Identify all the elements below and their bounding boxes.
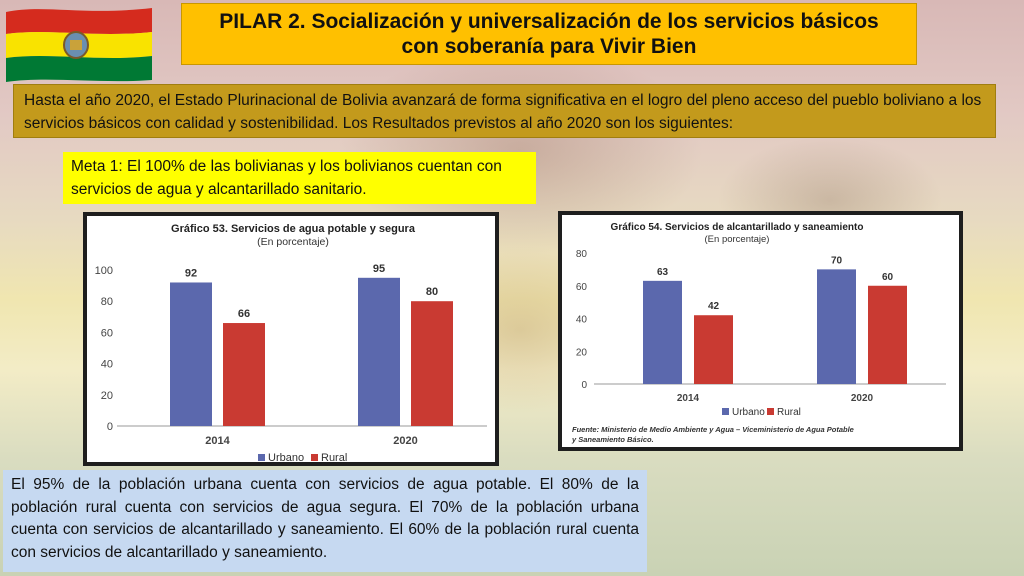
bar-urbano-2020 [817, 269, 856, 384]
x-tick-label: 2020 [851, 393, 874, 404]
x-tick-label: 2020 [393, 435, 417, 447]
legend-swatch-urbano [258, 454, 265, 461]
bar-rural-2020 [411, 301, 453, 426]
y-tick-label: 20 [101, 390, 113, 402]
legend-swatch-urbano [722, 408, 729, 415]
y-tick-label: 80 [576, 249, 588, 260]
chart-subtitle: (En porcentaje) [257, 236, 329, 248]
bar-urbano-2014 [643, 280, 682, 384]
data-label: 60 [882, 272, 894, 283]
page-title: PILAR 2. Socialización y universalizació… [219, 10, 879, 58]
y-tick-label: 80 [101, 296, 113, 308]
intro-text: Hasta el año 2020, el Estado Plurinacion… [13, 84, 996, 138]
y-tick-label: 20 [576, 347, 588, 358]
legend-label: Rural [777, 407, 801, 418]
data-label: 80 [426, 286, 438, 298]
data-label: 70 [831, 255, 843, 266]
y-tick-label: 0 [107, 421, 113, 433]
data-label: 42 [708, 301, 720, 312]
bar-rural-2014 [223, 323, 265, 426]
chart-agua: Gráfico 53. Servicios de agua potable y … [95, 223, 487, 462]
y-tick-label: 60 [576, 282, 588, 293]
data-label: 92 [185, 267, 197, 279]
chart-frame-agua: Gráfico 53. Servicios de agua potable y … [83, 212, 499, 466]
legend-label: Rural [321, 452, 347, 462]
data-label: 63 [657, 267, 669, 278]
chart-source-line-1: Fuente: Ministerio de Medio Ambiente y A… [572, 425, 854, 434]
legend-swatch-rural [311, 454, 318, 461]
chart-alcantarillado: Gráfico 54. Servicios de alcantarillado … [571, 222, 946, 444]
bar-urbano-2020 [358, 277, 400, 426]
y-tick-label: 40 [101, 359, 113, 371]
legend-swatch-rural [767, 408, 774, 415]
chart-title: Gráfico 54. Servicios de alcantarillado … [611, 222, 864, 233]
data-label: 95 [373, 263, 385, 275]
chart-title: Gráfico 53. Servicios de agua potable y … [171, 223, 416, 235]
bolivia-flag-icon [6, 8, 152, 82]
meta-text: Meta 1: El 100% de las bolivianas y los … [63, 152, 536, 204]
summary-text: El 95% de la población urbana cuenta con… [3, 470, 647, 572]
x-tick-label: 2014 [205, 435, 230, 447]
bar-rural-2020 [868, 285, 907, 384]
title-box: PILAR 2. Socialización y universalizació… [181, 3, 917, 65]
chart-frame-alcantarillado: Gráfico 54. Servicios de alcantarillado … [558, 211, 963, 451]
y-tick-label: 0 [581, 380, 587, 391]
chart-source-line-2: y Saneamiento Básico. [571, 435, 654, 444]
y-tick-label: 100 [95, 265, 113, 277]
chart-subtitle: (En porcentaje) [705, 234, 770, 245]
bar-rural-2014 [694, 315, 733, 384]
x-tick-label: 2014 [677, 393, 700, 404]
legend-label: Urbano [268, 452, 304, 462]
y-tick-label: 60 [101, 327, 113, 339]
bar-urbano-2014 [170, 282, 212, 426]
data-label: 66 [238, 308, 250, 320]
legend-label: Urbano [732, 407, 765, 418]
y-tick-label: 40 [576, 315, 588, 326]
